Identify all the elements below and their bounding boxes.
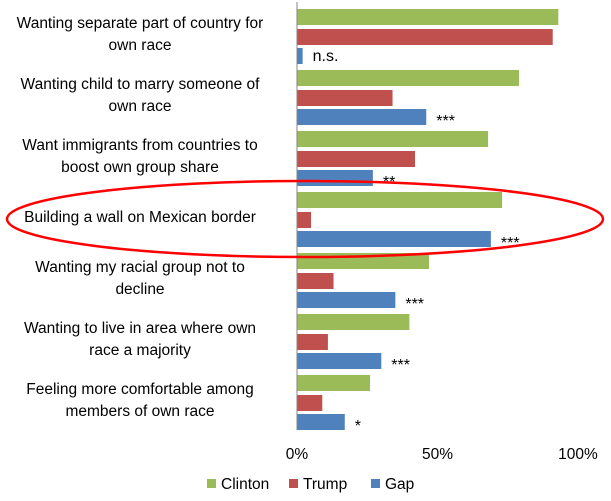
category-label-6-line-0: Feeling more comfortable among: [26, 381, 253, 398]
category-label-2: Want immigrants from countries to boost o…: [22, 137, 257, 176]
bar-clinton-3: [297, 192, 503, 208]
bar-gap-4: [297, 292, 396, 308]
bar-trump-3: [297, 212, 312, 228]
bar-gap-5: [297, 353, 382, 369]
bar-clinton-1: [297, 70, 519, 86]
bar-gap-1: [297, 109, 427, 125]
category-label-6: Feeling more comfortable among members of…: [26, 381, 253, 420]
bar-trump-5: [297, 334, 328, 350]
category-label-6-line-1: members of own race: [65, 403, 214, 420]
category-label-5: Wanting to live in area where own race a …: [24, 320, 256, 359]
category-label-0-line-1: own race: [109, 37, 172, 54]
bars: [297, 9, 559, 430]
category-label-2-line-1: boost own group share: [61, 159, 219, 176]
category-label-3: Building a wall on Mexican border: [24, 209, 256, 226]
category-label-1: Wanting child to marry someone of own rac…: [21, 76, 261, 115]
bar-trump-0: [297, 29, 553, 45]
x-tick-label-2: 100%: [558, 446, 598, 463]
category-label-4: Wanting my racial group not to decline: [35, 259, 245, 298]
bar-clinton-6: [297, 375, 371, 391]
x-tick-label-0: 0%: [286, 446, 309, 463]
x-tick-labels: 0% 50% 100%: [286, 446, 598, 463]
bar-trump-1: [297, 90, 393, 106]
bar-trump-6: [297, 395, 323, 411]
bar-gap-2: [297, 170, 373, 186]
category-label-1-line-1: own race: [109, 98, 172, 115]
category-label-2-line-0: Want immigrants from countries to: [22, 137, 257, 154]
category-label-1-line-0: Wanting child to marry someone of: [21, 76, 261, 93]
category-label-4-line-0: Wanting my racial group not to: [35, 259, 245, 276]
sig-label-3: ***: [501, 235, 520, 252]
category-label-4-line-1: decline: [115, 281, 164, 298]
bar-clinton-0: [297, 9, 559, 25]
legend-label-clinton: Clinton: [221, 476, 269, 493]
bar-trump-4: [297, 273, 334, 289]
sig-label-1: ***: [436, 113, 455, 130]
bar-gap-0: [297, 48, 303, 64]
bar-clinton-2: [297, 131, 489, 147]
legend-swatch-clinton: [207, 479, 216, 488]
sig-label-5: ***: [391, 357, 410, 374]
legend: Clinton Trump Gap: [207, 476, 414, 493]
highlight-ellipse: [5, 179, 605, 259]
bar-clinton-5: [297, 314, 410, 330]
category-labels: Wanting separate part of country for own …: [17, 15, 264, 420]
category-label-5-line-1: race a majority: [89, 342, 191, 359]
bar-gap-3: [297, 231, 491, 247]
category-label-0-line-0: Wanting separate part of country for: [17, 15, 264, 32]
legend-swatch-trump: [289, 479, 298, 488]
sig-label-4: ***: [405, 296, 424, 313]
sig-label-0: n.s.: [313, 48, 339, 65]
x-tick-label-1: 50%: [422, 446, 453, 463]
category-label-3-line-0: Building a wall on Mexican border: [24, 209, 256, 226]
category-label-0: Wanting separate part of country for own …: [17, 15, 264, 54]
category-label-5-line-0: Wanting to live in area where own: [24, 320, 256, 337]
bar-gap-6: [297, 414, 345, 430]
legend-swatch-gap: [371, 479, 380, 488]
sig-label-6: *: [355, 418, 361, 435]
bar-trump-2: [297, 151, 416, 167]
legend-label-trump: Trump: [303, 476, 347, 493]
legend-label-gap: Gap: [385, 476, 414, 493]
